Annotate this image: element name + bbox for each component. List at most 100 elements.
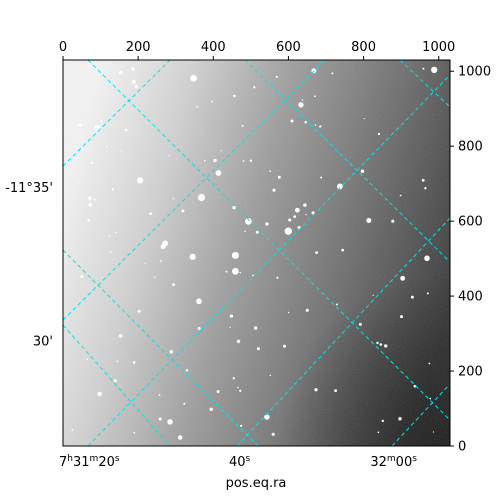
star — [232, 205, 236, 210]
star — [197, 326, 201, 330]
star — [117, 336, 119, 339]
star — [131, 67, 135, 71]
star — [287, 311, 290, 314]
star — [134, 84, 139, 89]
star — [255, 230, 259, 234]
star — [253, 86, 256, 89]
ra-tick-label: 7h31m20s — [59, 454, 120, 470]
star — [88, 196, 92, 200]
star — [314, 388, 318, 392]
left-dec-axis: -11°35' 30' — [5, 181, 53, 350]
y-tick-label: 1000 — [458, 65, 491, 80]
star — [331, 72, 334, 75]
star — [249, 159, 253, 162]
star — [113, 379, 117, 383]
star — [301, 99, 304, 101]
star — [421, 178, 425, 182]
star — [229, 326, 231, 328]
star — [203, 159, 206, 162]
star — [196, 105, 198, 108]
star — [428, 362, 431, 365]
star — [272, 188, 276, 192]
grid-line — [391, 383, 450, 446]
star — [118, 71, 123, 75]
star — [336, 183, 343, 190]
star — [311, 211, 315, 215]
star — [97, 391, 102, 397]
star — [137, 309, 141, 313]
star — [429, 397, 432, 400]
star — [225, 270, 228, 273]
star — [399, 194, 402, 197]
star — [314, 95, 316, 98]
star — [232, 267, 239, 275]
stars-layer — [70, 66, 438, 440]
star — [377, 431, 380, 434]
star — [88, 202, 92, 207]
star — [424, 187, 427, 190]
star — [283, 344, 286, 348]
star — [93, 198, 96, 201]
star — [379, 343, 383, 346]
star — [303, 203, 307, 207]
star — [189, 253, 196, 260]
grid-line — [244, 60, 450, 263]
star — [377, 132, 381, 136]
star — [109, 250, 112, 253]
star — [400, 275, 406, 281]
top-pixel-axis: 0 200 400 600 800 1000 — [59, 40, 455, 60]
star — [431, 66, 438, 74]
star — [426, 292, 429, 295]
star — [124, 128, 128, 132]
star — [177, 435, 183, 440]
star — [314, 124, 317, 126]
star — [71, 429, 74, 431]
star — [376, 341, 379, 345]
star — [288, 218, 292, 222]
star — [290, 119, 294, 123]
star — [168, 154, 170, 157]
x-tick-label: 1000 — [422, 40, 455, 55]
star — [231, 251, 239, 259]
star — [358, 322, 362, 326]
star — [111, 188, 114, 191]
star — [232, 377, 235, 380]
star — [215, 170, 222, 176]
star — [172, 197, 175, 200]
star — [132, 361, 136, 364]
star — [80, 275, 84, 279]
star — [114, 231, 117, 234]
star — [169, 349, 174, 354]
star — [271, 432, 275, 436]
star — [183, 402, 186, 405]
star — [335, 303, 339, 306]
star — [315, 251, 319, 255]
star — [341, 248, 345, 252]
star — [100, 120, 103, 123]
star — [158, 394, 161, 396]
star — [240, 424, 243, 427]
star — [422, 67, 425, 70]
star — [305, 213, 307, 216]
star — [245, 218, 252, 225]
y-tick-label: 800 — [458, 140, 483, 155]
star — [120, 150, 123, 152]
star — [220, 149, 222, 152]
star — [144, 262, 146, 264]
star — [413, 384, 417, 388]
star — [209, 407, 213, 412]
star — [133, 431, 136, 434]
star — [239, 271, 242, 274]
star — [334, 389, 337, 393]
star — [253, 326, 258, 330]
coordinate-grid — [63, 60, 450, 446]
star — [118, 334, 123, 338]
x-tick-label: 0 — [59, 40, 67, 55]
star — [106, 145, 108, 148]
x-tick-label: 600 — [276, 40, 301, 55]
star — [432, 431, 435, 433]
star — [196, 298, 202, 305]
star — [277, 175, 281, 179]
star — [366, 217, 372, 224]
